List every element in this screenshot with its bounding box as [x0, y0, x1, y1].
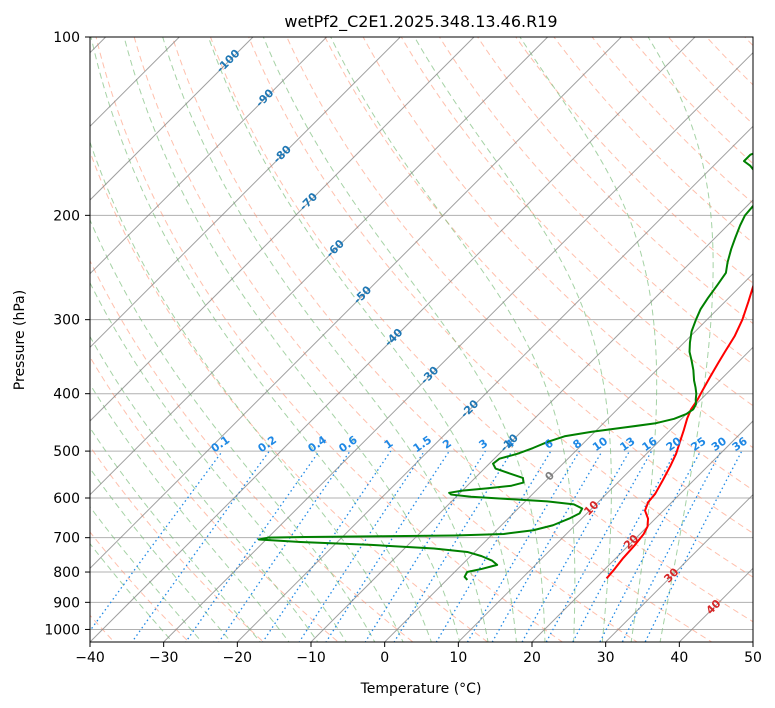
x-tick-label: 40 — [670, 650, 688, 666]
chart-title: wetPf2_C2E1.2025.348.13.46.R19 — [284, 12, 557, 32]
x-tick-label: 50 — [744, 650, 762, 666]
isotherm — [457, 346, 753, 642]
dry-adiabat — [515, 37, 753, 284]
y-tick-label: 600 — [53, 491, 80, 507]
dry-adiabat — [133, 37, 638, 642]
moist-adiabat — [90, 426, 261, 642]
y-axis-title: Pressure (hPa) — [12, 290, 28, 390]
mixing-ratio-line — [364, 450, 486, 642]
dry-adiabat — [553, 37, 753, 244]
moist-adiabat — [123, 37, 461, 642]
y-tick-label: 900 — [53, 595, 80, 611]
y-tick-label: 700 — [53, 531, 80, 547]
plot-frame — [89, 36, 754, 643]
moist-adiabat — [90, 335, 319, 642]
dry-adiabat — [90, 531, 190, 642]
moist-adiabat — [413, 37, 612, 642]
y-tick-label: 800 — [53, 565, 80, 581]
y-tick-label: 500 — [53, 444, 80, 460]
y-tick-label: 1000 — [44, 622, 80, 638]
mixing-ratio-line — [218, 450, 351, 642]
dry-adiabat — [90, 356, 339, 642]
isotherm — [162, 51, 753, 642]
isotherm — [90, 37, 549, 496]
y-tick-label: 400 — [53, 387, 80, 403]
isotherm — [604, 493, 753, 642]
mixing-ratio-line — [393, 450, 513, 642]
mixing-ratio-line — [644, 450, 743, 642]
x-tick-label: −30 — [149, 650, 179, 666]
isotherm — [90, 37, 254, 201]
moist-adiabat — [262, 37, 546, 642]
isotherm — [90, 37, 623, 570]
dry-adiabat — [362, 37, 753, 449]
x-tick-label: 30 — [597, 650, 615, 666]
mixing-ratio-lines — [90, 450, 743, 642]
moist-adiabat — [162, 37, 489, 642]
y-tick-label: 300 — [53, 313, 80, 329]
dry-adiabat — [209, 37, 753, 623]
isotherm — [531, 420, 753, 642]
x-tick-label: 20 — [523, 650, 541, 666]
x-tick-label: −10 — [296, 650, 326, 666]
x-tick-label: −40 — [75, 650, 105, 666]
moist-adiabat — [90, 281, 347, 642]
isotherm — [383, 272, 753, 642]
isotherm — [90, 37, 475, 422]
dewpoint-profile-line — [257, 152, 753, 581]
moist-adiabat — [90, 383, 290, 642]
x-axis-title: Temperature (°C) — [360, 681, 482, 697]
y-tick-label: 200 — [53, 208, 80, 224]
axes: −40 −30 −20 −10 0 10 20 30 40 50 100 200 300 400 500 60… — [44, 30, 762, 666]
dry-adiabat — [591, 37, 753, 204]
isotherm — [90, 37, 696, 642]
sounding-profiles — [257, 152, 753, 581]
mixing-ratio-line — [262, 450, 392, 642]
mixing-ratio-line — [184, 450, 320, 642]
plot-background — [90, 37, 753, 642]
dry-adiabat — [400, 37, 753, 407]
dry-adiabat — [324, 37, 753, 491]
dry-adiabat — [171, 37, 713, 642]
moist-adiabat — [647, 37, 714, 642]
moist-adiabat — [330, 37, 576, 642]
mixing-ratio-line — [621, 450, 722, 642]
isotherm — [310, 199, 753, 642]
moist-adiabat — [90, 218, 376, 642]
dry-adiabat — [286, 37, 753, 534]
mixing-ratio-line — [491, 450, 603, 642]
moist-adiabat — [90, 140, 404, 642]
isotherms — [90, 37, 753, 642]
x-tick-label: 10 — [449, 650, 467, 666]
mixing-ratio-line — [131, 450, 270, 642]
mixing-ratio-line — [435, 450, 552, 642]
moist-adiabat — [519, 37, 658, 642]
dry-adiabat — [770, 24, 775, 654]
x-tick-label: 0 — [380, 650, 389, 666]
isotherm — [236, 125, 753, 642]
mixing-ratio-line — [521, 450, 631, 642]
moist-adiabat — [90, 467, 232, 642]
mixing-ratio-line — [466, 450, 580, 642]
moist-adiabat — [90, 37, 432, 642]
y-tick-label: 100 — [53, 30, 80, 46]
isotherm — [90, 37, 328, 275]
isotherm — [90, 37, 402, 349]
x-tick-label: −20 — [223, 650, 253, 666]
pressure-grid — [90, 37, 753, 630]
dry-adiabat — [90, 259, 414, 642]
temperature-profile-line — [605, 283, 753, 580]
mixing-ratio-line — [90, 450, 223, 632]
